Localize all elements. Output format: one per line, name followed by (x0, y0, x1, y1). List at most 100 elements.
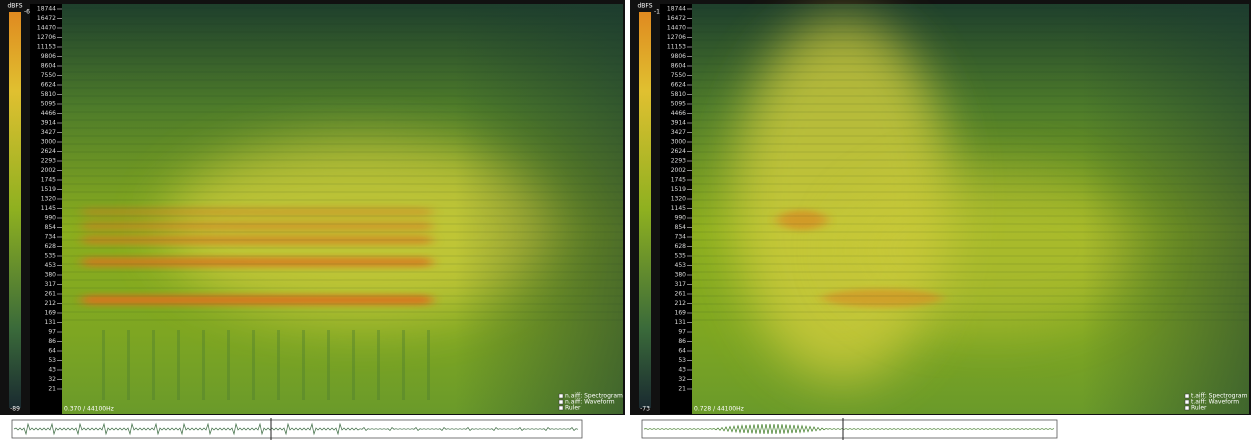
legend-checkbox (1185, 406, 1189, 410)
freq-label: 2624 (41, 148, 56, 155)
freq-label: 169 (675, 310, 687, 317)
waveform-strip (12, 418, 582, 440)
freq-label: 628 (45, 243, 57, 250)
legend-checkbox (559, 406, 563, 410)
freq-label: 2293 (671, 158, 686, 165)
freq-label: 212 (675, 300, 687, 307)
freq-label: 261 (45, 291, 57, 298)
freq-label: 6624 (41, 82, 56, 89)
color-bar (9, 12, 21, 408)
freq-label: 53 (48, 357, 56, 364)
freq-label: 86 (678, 338, 686, 345)
spectrogram (692, 4, 1249, 414)
freq-label: 2624 (671, 148, 686, 155)
freq-label: 43 (48, 367, 56, 374)
freq-label: 3427 (671, 129, 686, 136)
freq-label: 6624 (671, 82, 686, 89)
freq-label: 32 (48, 376, 56, 383)
spectrogram (62, 4, 623, 414)
position-label: 0.728 / 44100Hz (694, 406, 744, 413)
freq-label: 8604 (41, 63, 56, 70)
edge-fade (692, 4, 1249, 414)
freq-label: 3427 (41, 129, 56, 136)
freq-label: 16472 (37, 15, 56, 22)
spectrogram-panel: dBFS-6 -89 18744 16472 14470 12706 11153 9806 86… (0, 0, 625, 440)
freq-label: 21 (48, 386, 56, 393)
scale-min: -73 (640, 406, 650, 413)
color-bar (639, 12, 651, 408)
freq-label: 131 (45, 319, 57, 326)
freq-label: 5095 (41, 101, 56, 108)
freq-label: 990 (675, 215, 687, 222)
scale-min: -89 (10, 406, 20, 413)
freq-label: 5810 (671, 91, 686, 98)
freq-label: 16472 (667, 15, 686, 22)
freq-label: 97 (678, 329, 686, 336)
freq-label: 32 (678, 376, 686, 383)
freq-label: 18744 (667, 6, 686, 13)
scale-unit: dBFS (637, 3, 652, 10)
freq-label: 14470 (37, 25, 56, 32)
freq-label: 4466 (41, 110, 56, 117)
freq-label: 380 (45, 272, 57, 279)
freq-label: 854 (45, 224, 57, 231)
legend-checkbox (559, 400, 563, 404)
freq-label: 535 (45, 253, 57, 260)
freq-label: 2293 (41, 158, 56, 165)
freq-label: 1145 (671, 205, 686, 212)
freq-label: 3000 (41, 139, 56, 146)
freq-label: 212 (45, 300, 57, 307)
legend-checkbox (559, 394, 563, 398)
freq-label: 11153 (667, 44, 686, 51)
freq-label: 1745 (671, 177, 686, 184)
freq-label: 5810 (41, 91, 56, 98)
freq-label: 9806 (41, 53, 56, 60)
freq-label: 854 (675, 224, 687, 231)
freq-label: 64 (678, 348, 686, 355)
freq-label: 4466 (671, 110, 686, 117)
edge-fade (62, 4, 623, 414)
scale-unit: dBFS (7, 3, 22, 10)
freq-label: 18744 (37, 6, 56, 13)
freq-label: 453 (675, 262, 687, 269)
legend-entry: Ruler (1191, 405, 1207, 412)
legend-entry: Ruler (565, 405, 581, 412)
freq-label: 1519 (671, 186, 686, 193)
freq-label: 7550 (671, 72, 686, 79)
freq-label: 453 (45, 262, 57, 269)
freq-label: 1320 (671, 196, 686, 203)
position-label: 0.370 / 44100Hz (64, 406, 114, 413)
freq-label: 97 (48, 329, 56, 336)
freq-label: 3914 (41, 120, 56, 127)
freq-label: 317 (45, 281, 57, 288)
screen: dBFS-6-891874416472144701270611153980686… (0, 0, 1251, 441)
freq-label: 11153 (37, 44, 56, 51)
freq-label: 169 (45, 310, 57, 317)
freq-label: 21 (678, 386, 686, 393)
freq-label: 64 (48, 348, 56, 355)
freq-label: 2002 (41, 167, 56, 174)
waveform-strip (642, 418, 1057, 440)
freq-label: 3000 (671, 139, 686, 146)
freq-label: 734 (45, 234, 57, 241)
freq-label: 990 (45, 215, 57, 222)
freq-label: 380 (675, 272, 687, 279)
freq-label: 535 (675, 253, 687, 260)
legend-checkbox (1185, 394, 1189, 398)
freq-label: 14470 (667, 25, 686, 32)
freq-label: 1519 (41, 186, 56, 193)
freq-label: 9806 (671, 53, 686, 60)
freq-label: 12706 (667, 34, 686, 41)
freq-label: 317 (675, 281, 687, 288)
freq-label: 1745 (41, 177, 56, 184)
freq-label: 131 (675, 319, 687, 326)
freq-label: 628 (675, 243, 687, 250)
freq-label: 7550 (41, 72, 56, 79)
freq-label: 12706 (37, 34, 56, 41)
freq-label: 5095 (671, 101, 686, 108)
freq-label: 2002 (671, 167, 686, 174)
freq-label: 86 (48, 338, 56, 345)
freq-label: 3914 (671, 120, 686, 127)
scale-max: -6 (24, 9, 30, 16)
freq-label: 43 (678, 367, 686, 374)
